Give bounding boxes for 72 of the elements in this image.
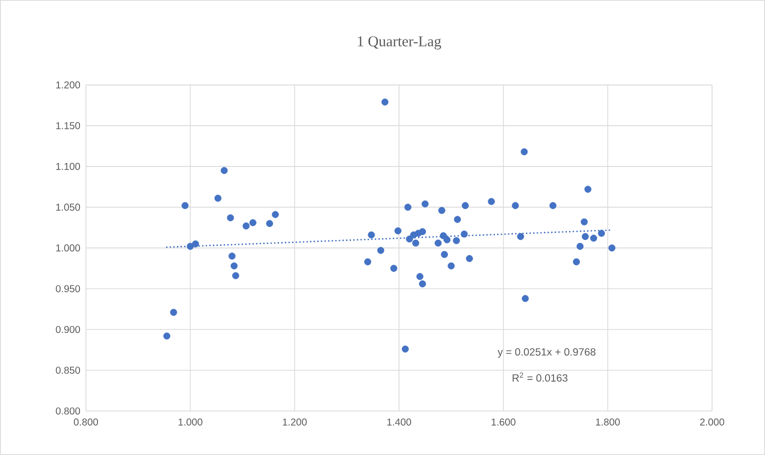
point [418,280,426,288]
x-tick-label: 1.200 [282,418,307,426]
x-tick-label: 1.800 [596,418,620,426]
point [454,216,461,223]
point [584,186,592,193]
y-tick-label: 1.200 [56,81,80,88]
point [460,230,468,238]
point [520,148,528,156]
point [402,346,409,353]
y-tick-label: 0.950 [56,285,80,292]
point [522,295,529,302]
x-tick-label: 1.000 [178,418,202,426]
point [192,240,200,248]
point [590,234,598,242]
point [582,233,589,240]
point [163,332,170,340]
point [444,236,451,244]
y-tick-label: 0.850 [56,366,80,374]
x-tick-label: 1.400 [387,418,412,426]
point [462,202,469,210]
point [232,272,240,280]
point [549,202,556,210]
point [434,240,442,247]
y-tick-label: 1.050 [56,204,80,211]
point [272,211,279,218]
point [182,202,189,210]
point [249,219,256,226]
point [576,242,584,250]
y-tick-label: 0.900 [56,326,80,334]
point [488,198,495,206]
point [381,98,388,106]
chart-title: 1 Quarter-Lag [358,36,442,50]
point [214,194,222,202]
point [422,200,429,208]
point [170,308,178,316]
y-tick-label: 1.150 [56,122,80,130]
point [412,240,420,247]
y-tick-label: 1.000 [56,244,80,252]
annotation: y = 0.0251x + 0.9768 [498,348,596,358]
point [608,244,616,252]
point [452,237,460,244]
x-tick-label: 0.800 [74,418,98,426]
point [364,258,372,266]
point [226,214,234,222]
point [416,273,424,280]
point [404,204,412,211]
point [390,264,398,272]
point [406,236,413,243]
y-tick-label: 1.100 [56,162,80,170]
x-tick-label: 1.600 [492,418,516,426]
point [242,222,250,230]
point [512,202,519,210]
point [418,228,426,236]
point [220,167,228,174]
point [230,262,238,270]
point [440,251,448,258]
point [598,230,605,237]
point [580,218,588,226]
point [438,207,446,214]
point [377,246,384,254]
point [228,252,236,260]
point [368,231,375,238]
x-tick-label: 2.000 [700,418,724,426]
point [186,242,194,250]
y-tick-label: 0.800 [56,408,80,415]
point [466,255,473,262]
point [394,227,402,234]
point [572,258,580,266]
point [266,220,274,228]
point [448,262,455,270]
annotation: R$^{2}$ = 0.0163 [512,372,568,382]
point [517,233,524,240]
